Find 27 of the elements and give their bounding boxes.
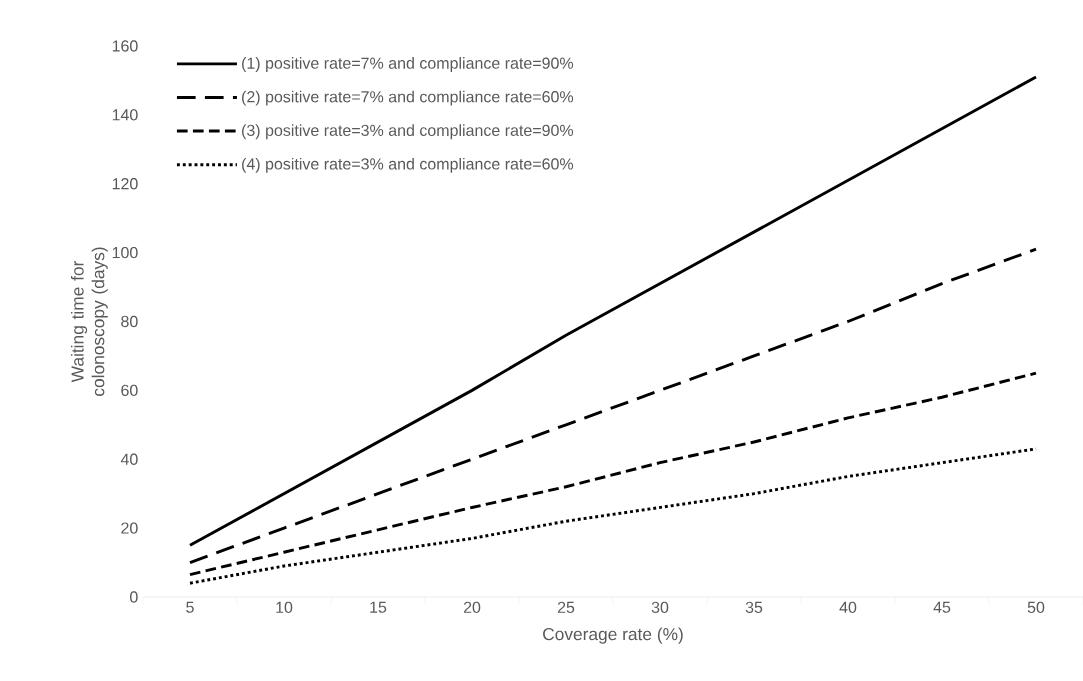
x-tick-label: 50 <box>1027 601 1045 614</box>
legend-label: (4) positive rate=3% and compliance rate=60% <box>242 157 574 173</box>
y-tick-label: 40 <box>120 453 138 465</box>
x-tick-label: 30 <box>651 601 669 614</box>
x-tick-label: 35 <box>745 601 763 614</box>
legend-label: (3) positive rate=3% and compliance rate=90% <box>242 124 574 140</box>
y-tick-label: 0 <box>130 591 138 603</box>
x-axis-title: Coverage rate (%) <box>543 627 683 644</box>
y-tick-label: 140 <box>112 109 138 121</box>
y-tick-label: 80 <box>121 315 138 328</box>
x-tick-label: 15 <box>370 601 387 613</box>
y-axis-title: Waiting time for colonoscopy (days) <box>70 247 108 396</box>
y-tick-label: 120 <box>112 178 138 190</box>
x-tick-label: 5 <box>186 601 194 613</box>
x-tick-label: 40 <box>839 601 857 614</box>
y-tick-label: 100 <box>112 246 138 259</box>
x-tick-label: 10 <box>276 601 293 614</box>
y-tick-label: 20 <box>121 522 138 534</box>
legend-label: (1) positive rate=7% and compliance rate=90% <box>242 57 574 73</box>
y-tick-label: 160 <box>112 40 138 52</box>
legend-label: (2) positive rate=7% and compliance rate=60% <box>242 90 574 106</box>
line-series <box>188 247 1038 565</box>
x-tick-label: 20 <box>463 601 481 614</box>
x-tick-label: 25 <box>557 601 575 614</box>
line-series <box>188 371 1038 577</box>
x-tick-label: 45 <box>933 601 951 613</box>
y-tick-label: 60 <box>121 384 138 397</box>
